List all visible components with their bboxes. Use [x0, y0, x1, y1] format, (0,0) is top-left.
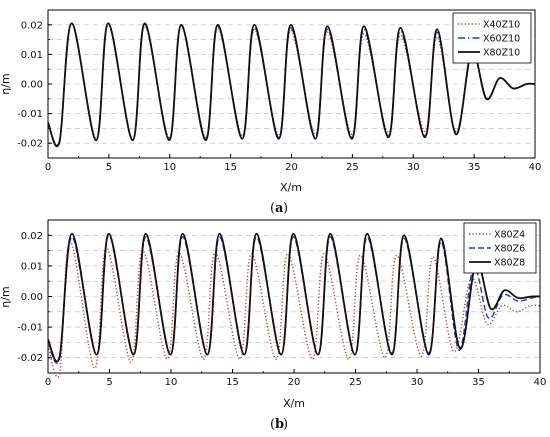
legend-box	[452, 12, 532, 64]
x-tick-label: 40	[534, 377, 547, 388]
x-tick-label: 5	[106, 377, 112, 388]
legend-label: X80Z6	[494, 244, 525, 255]
caption-letter-a: a	[275, 201, 284, 216]
y-tick-label: 0.02	[21, 20, 43, 31]
y-tick-label: 0.01	[21, 50, 43, 61]
legend-label: X60Z10	[483, 34, 520, 45]
y-axis-label-b: η/m	[0, 286, 12, 307]
series-group-b	[47, 232, 541, 378]
y-axis-label-a: η/m	[0, 73, 12, 94]
svg-text:): )	[283, 417, 288, 432]
y-tick-label: -0.01	[17, 109, 43, 120]
x-tick-label: 20	[288, 377, 301, 388]
x-tick-label: 10	[165, 377, 178, 388]
caption-b: ( b )	[270, 417, 288, 432]
series-group-a	[47, 22, 536, 148]
x-tick-label: 5	[106, 162, 112, 173]
x-tick-label: 35	[472, 377, 485, 388]
y-tick-label: 0.00	[21, 80, 43, 91]
axis-ticks-b: -0.02 -0.01 0.00 0.01 0.02 0 5 10 15 20 25 30 35 40	[17, 219, 547, 388]
legend-label: X40Z10	[483, 20, 520, 31]
svg-text:(: (	[270, 417, 275, 432]
x-tick-label: 35	[468, 162, 481, 173]
legend-label: X80Z8	[494, 258, 525, 269]
legend-b: X80Z4 X80Z6 X80Z8	[463, 222, 537, 274]
x-tick-label: 30	[407, 162, 420, 173]
x-tick-label: 40	[529, 162, 542, 173]
y-tick-label: -0.01	[17, 323, 43, 334]
x-axis-label-a: X/m	[280, 181, 302, 194]
y-tick-label: -0.02	[17, 139, 43, 150]
svg-text:(: (	[270, 201, 275, 216]
x-axis-label-b: X/m	[283, 397, 305, 410]
axis-ticks-a: -0.02 -0.01 0.00 0.01 0.02 0 5 10 15 20 25 30 35 40	[17, 9, 542, 173]
x-tick-label: 25	[349, 377, 362, 388]
legend-label: X80Z4	[494, 230, 525, 241]
x-tick-label: 15	[226, 377, 239, 388]
x-tick-label: 15	[224, 162, 237, 173]
x-tick-label: 0	[45, 162, 51, 173]
caption-letter-b: b	[275, 417, 284, 432]
caption-a: ( a )	[270, 201, 288, 216]
y-tick-label: 0.02	[21, 231, 43, 242]
y-tick-label: 0.00	[21, 292, 43, 303]
x-tick-label: 25	[346, 162, 359, 173]
legend-box	[463, 222, 537, 274]
legend-a: X40Z10 X60Z10 X80Z10	[452, 12, 532, 64]
x-tick-label: 30	[411, 377, 424, 388]
x-tick-label: 20	[285, 162, 298, 173]
legend-label: X80Z10	[483, 48, 520, 59]
x-tick-label: 0	[45, 377, 51, 388]
y-tick-label: 0.01	[21, 261, 43, 272]
series-line-x80z8	[47, 232, 541, 363]
chart-panel-b: -0.02 -0.01 0.00 0.01 0.02 0 5 10 15 20 25 30 35 40 X…	[0, 219, 547, 410]
y-tick-label: -0.02	[17, 353, 43, 364]
x-tick-label: 10	[163, 162, 176, 173]
series-line-x80z10	[47, 22, 536, 148]
chart-panel-a: -0.02 -0.01 0.00 0.01 0.02 0 5 10 15 20 25 30 35 40 X…	[0, 9, 542, 194]
svg-text:): )	[283, 201, 288, 216]
series-line-x80z4	[47, 240, 541, 378]
